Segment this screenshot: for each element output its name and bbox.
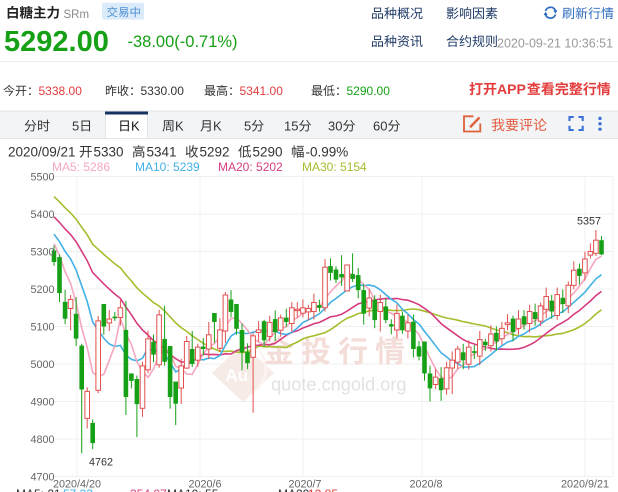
svg-text:2020/7: 2020/7	[288, 479, 321, 491]
svg-text:MA20: 5202: MA20: 5202	[218, 160, 283, 174]
svg-text:5500: 5500	[30, 172, 54, 184]
svg-text:5290: 5290	[253, 145, 283, 160]
svg-text:5: 5	[244, 119, 251, 134]
svg-text:APP: APP	[497, 81, 526, 97]
svg-text:57.33: 57.33	[63, 487, 93, 492]
svg-text:12.85: 12.85	[308, 487, 338, 492]
svg-text:4900: 4900	[30, 397, 54, 409]
svg-text:5100: 5100	[30, 322, 54, 334]
svg-text:2020/6: 2020/6	[188, 479, 221, 491]
svg-text:5357: 5357	[577, 216, 601, 228]
svg-text:2020/09/21: 2020/09/21	[8, 145, 76, 160]
svg-text:5: 5	[72, 119, 79, 134]
svg-text:quote.cngold.org: quote.cngold.org	[271, 375, 407, 395]
svg-text:30: 30	[328, 119, 342, 134]
svg-text:5341: 5341	[147, 145, 177, 160]
svg-text:2020/9/21: 2020/9/21	[561, 479, 609, 491]
svg-text:5341.00: 5341.00	[240, 84, 284, 98]
svg-text:354.07: 354.07	[130, 487, 167, 492]
svg-text:5338.00: 5338.00	[39, 84, 83, 98]
svg-text:Au: Au	[226, 366, 249, 385]
svg-text:2020/4/20: 2020/4/20	[53, 479, 101, 491]
svg-text:MA5: 21: MA5: 21	[16, 487, 61, 492]
svg-text:5330: 5330	[94, 145, 124, 160]
svg-text:60: 60	[373, 119, 387, 134]
svg-text:4700: 4700	[30, 472, 54, 484]
svg-text:5300: 5300	[30, 247, 54, 259]
svg-text:5330.00: 5330.00	[141, 84, 185, 98]
svg-text:5400: 5400	[30, 209, 54, 221]
svg-text:15: 15	[284, 119, 298, 134]
svg-text:MA20:: MA20:	[278, 487, 313, 492]
svg-text:MA30: 5154: MA30: 5154	[302, 160, 367, 174]
svg-text:4800: 4800	[30, 434, 54, 446]
svg-text:MA10: 55: MA10: 55	[167, 487, 219, 492]
svg-text:K: K	[175, 119, 184, 134]
svg-text:5000: 5000	[30, 359, 54, 371]
svg-text:MA5: 5286: MA5: 5286	[52, 160, 110, 174]
svg-text:2020/8: 2020/8	[409, 479, 442, 491]
svg-text:5200: 5200	[30, 284, 54, 296]
svg-text:4762: 4762	[89, 457, 113, 469]
svg-text:MA10: 5239: MA10: 5239	[135, 160, 200, 174]
svg-text:-38.00(-0.71%): -38.00(-0.71%)	[128, 33, 238, 51]
svg-text:5292: 5292	[200, 145, 230, 160]
svg-text:K: K	[213, 119, 222, 134]
svg-text:SRm: SRm	[64, 9, 90, 21]
svg-text:-0.99%: -0.99%	[306, 145, 349, 160]
svg-text:5292.00: 5292.00	[4, 26, 109, 58]
svg-text:5290.00: 5290.00	[347, 84, 391, 98]
svg-text:K: K	[131, 119, 140, 134]
svg-text:2020-09-21 10:36:51: 2020-09-21 10:36:51	[497, 37, 613, 51]
